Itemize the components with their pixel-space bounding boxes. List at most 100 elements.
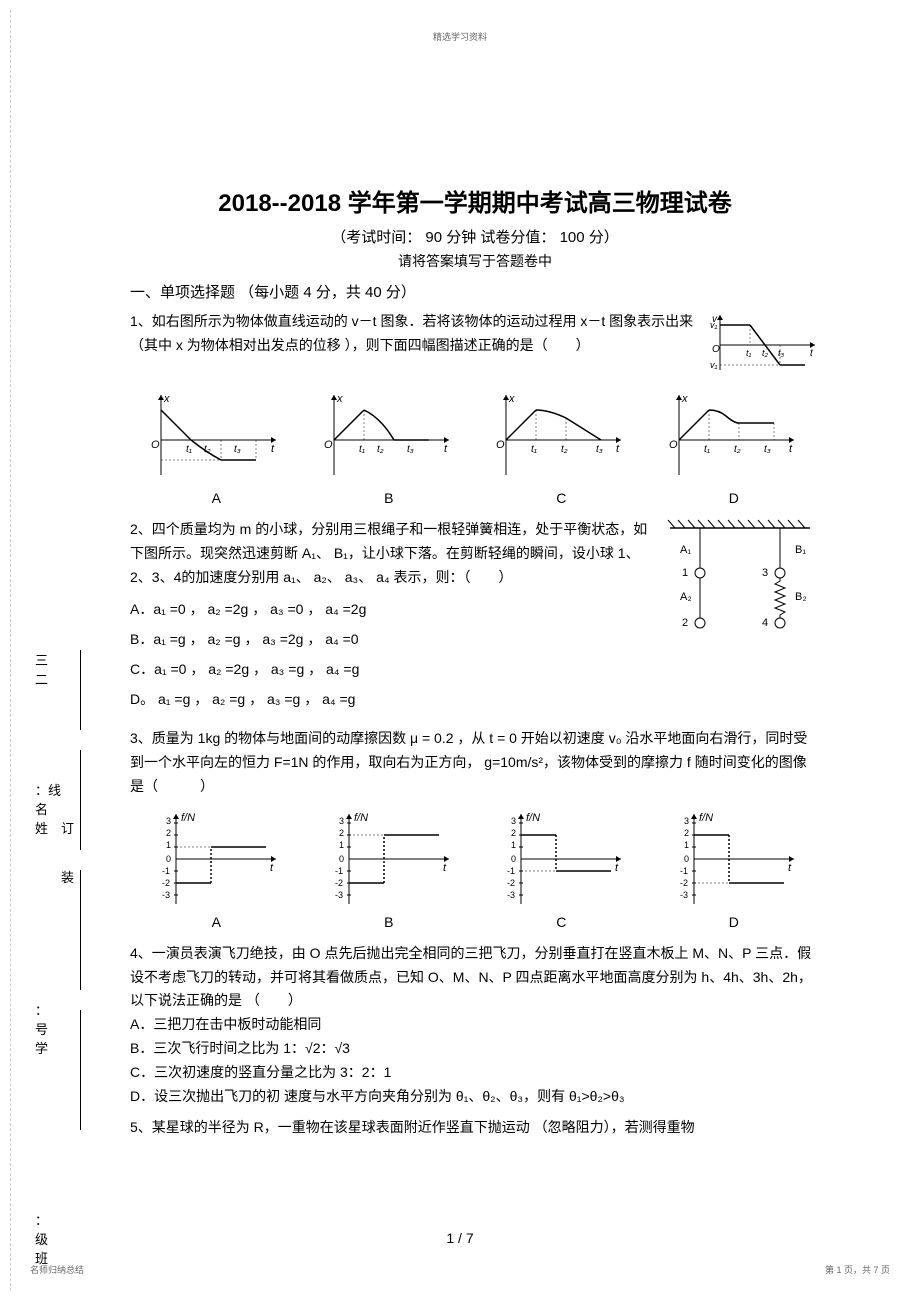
svg-text:-1: -1 [507, 866, 515, 876]
exam-instruction: 请将答案填写于答题卷中 [130, 251, 820, 271]
q3-graph-c: f/N t 3210-1-2-3 C [491, 809, 631, 930]
header-small-text: 精选学习资料 [0, 0, 920, 43]
svg-text:O: O [324, 439, 333, 451]
svg-text:-v₁: -v₁ [710, 360, 717, 370]
svg-text:-3: -3 [162, 890, 170, 900]
svg-text:-1: -1 [335, 866, 343, 876]
svg-text:1: 1 [682, 567, 688, 579]
svg-text:-3: -3 [335, 890, 343, 900]
exam-subtitle: （考试时间： 90 分钟 试卷分值： 100 分） [130, 226, 820, 247]
friction-d-label: D [664, 914, 804, 930]
q4-opt-b: B．三次飞行时间之比为 1：√2：√3 [130, 1037, 820, 1061]
friction-b-label: B [319, 914, 459, 930]
graph-d-label: D [664, 490, 804, 506]
svg-text:0: 0 [339, 854, 344, 864]
svg-text:-2: -2 [162, 878, 170, 888]
svg-text:t: t [270, 862, 274, 874]
friction-c-label: C [491, 914, 631, 930]
q2-opt-c: C．a₁ =0 ， a₂ =2g ， a₃ =g ， a₄ =g [130, 655, 820, 683]
svg-text:v₁: v₁ [710, 320, 718, 330]
q4-opt-d: D．设三次抛出飞刀的初 速度与水平方向夹角分别为 θ₁、θ₂、θ₃，则有 θ₁>… [130, 1085, 820, 1109]
q1-graph-c: x t O t₁ t₂ t₃ C [491, 390, 631, 506]
svg-text:-2: -2 [335, 878, 343, 888]
q5: 5、某星球的半径为 R，一重物在该星球表面附近作竖直下抛运动 （忽略阻力），若测… [130, 1116, 820, 1140]
svg-text:2: 2 [339, 828, 344, 838]
binding-segment [80, 1010, 81, 1130]
graph-d-svg: x t O t₁ t₂ t₃ [664, 390, 804, 485]
q3: 3、质量为 1kg 的物体与地面间的动摩擦因数 μ = 0.2 ，从 t = 0… [130, 727, 820, 798]
svg-text:t₃: t₃ [596, 444, 603, 455]
svg-text:t₁: t₁ [359, 444, 365, 455]
friction-a-svg: f/N t 3210-1-2-3 [146, 809, 286, 909]
svg-text:t₁: t₁ [531, 444, 537, 455]
svg-text:t: t [443, 862, 447, 874]
svg-text:B₂: B₂ [795, 591, 807, 603]
svg-text:t₂: t₂ [377, 444, 384, 455]
exam-title: 2018--2018 学年第一学期期中考试高三物理试卷 [130, 183, 820, 218]
graph-c-svg: x t O t₁ t₂ t₃ [491, 390, 631, 485]
footer-right: 第 1 页，共 7 页 [825, 1263, 890, 1276]
q3-graphs: f/N t 3 2 1 0 -1 -2 -3 A f/N t 3 2 1 0 -1 -2 -3 [130, 809, 820, 930]
svg-text:t₃: t₃ [764, 444, 771, 455]
q1-graph-b: x t O t₁ t₂ t₃ B [319, 390, 459, 506]
svg-text:4: 4 [762, 617, 768, 629]
q4-text: 4、一演员表演飞刀绝技，由 O 点先后抛出完全相同的三把飞刀，分别垂直打在竖直木… [130, 942, 820, 1013]
page-number: 1 / 7 [0, 1230, 920, 1246]
svg-text:-1: -1 [680, 866, 688, 876]
svg-text:f/N: f/N [526, 812, 540, 824]
svg-text:t₂: t₂ [204, 444, 211, 455]
side-three-lines: 三二 [35, 650, 48, 688]
svg-text:3: 3 [762, 567, 768, 579]
q3-graph-a: f/N t 3210-1-2-3 A [146, 809, 286, 930]
q1-graphs: x t O t₁ t₂ t₃ A x [130, 390, 820, 506]
graph-a-label: A [146, 490, 286, 506]
svg-text:t₃: t₃ [234, 444, 241, 455]
svg-text:0: 0 [511, 854, 516, 864]
svg-text:f/N: f/N [699, 812, 713, 824]
svg-text:2: 2 [166, 828, 171, 838]
svg-text:O: O [151, 439, 160, 451]
q3-graph-b: f/N t 3210-1-2-3 B [319, 809, 459, 930]
svg-text:t: t [788, 862, 792, 874]
graph-c-label: C [491, 490, 631, 506]
svg-text:3: 3 [511, 816, 516, 826]
svg-text:t₂: t₂ [734, 444, 741, 455]
svg-text:t: t [616, 443, 620, 455]
q1-graph-a: x t O t₁ t₂ t₃ A [146, 390, 286, 506]
svg-text:t: t [271, 443, 275, 455]
svg-text:2: 2 [684, 828, 689, 838]
side-name: ：线名姓 订 装 [35, 780, 74, 886]
q1-graph-d: x t O t₁ t₂ t₃ D [664, 390, 804, 506]
svg-text:t: t [789, 443, 793, 455]
q2-opt-d: D。 a₁ =g ， a₂ =g ， a₃ =g ， a₄ =g [130, 685, 820, 713]
svg-text:-3: -3 [507, 890, 515, 900]
svg-text:t₂: t₂ [561, 444, 568, 455]
svg-text:t₁: t₁ [186, 444, 192, 455]
svg-text:1: 1 [166, 840, 171, 850]
binding-segment [80, 650, 81, 730]
q2-diagram: A₁ 1 A₂ 2 B₁ 3 B₂ 4 [660, 518, 820, 648]
svg-text:x: x [508, 393, 515, 405]
binding-segment [80, 750, 81, 850]
page-dashed-border [10, 10, 11, 1291]
svg-text:2: 2 [682, 617, 688, 629]
svg-text:0: 0 [684, 854, 689, 864]
svg-text:x: x [681, 393, 688, 405]
graph-b-label: B [319, 490, 459, 506]
q1: 1、如右图所示为物体做直线运动的 v－t 图象．若将该物体的运动过程用 x－t … [130, 310, 820, 380]
q5-text: 5、某星球的半径为 R，一重物在该星球表面附近作竖直下抛运动 （忽略阻力），若测… [130, 1116, 820, 1140]
svg-text:t₂: t₂ [762, 348, 769, 358]
svg-text:-2: -2 [507, 878, 515, 888]
friction-a-label: A [146, 914, 286, 930]
binding-segment [80, 870, 81, 990]
graph-b-svg: x t O t₁ t₂ t₃ [319, 390, 459, 485]
main-content: 2018--2018 学年第一学期期中考试高三物理试卷 （考试时间： 90 分钟… [0, 43, 920, 1168]
friction-c-svg: f/N t 3210-1-2-3 [491, 809, 631, 909]
svg-text:x: x [163, 393, 170, 405]
svg-text:A₁: A₁ [680, 544, 691, 556]
svg-text:1: 1 [339, 840, 344, 850]
svg-text:2: 2 [511, 828, 516, 838]
svg-text:t₃: t₃ [778, 348, 785, 358]
svg-text:3: 3 [684, 816, 689, 826]
svg-text:O: O [712, 344, 720, 355]
